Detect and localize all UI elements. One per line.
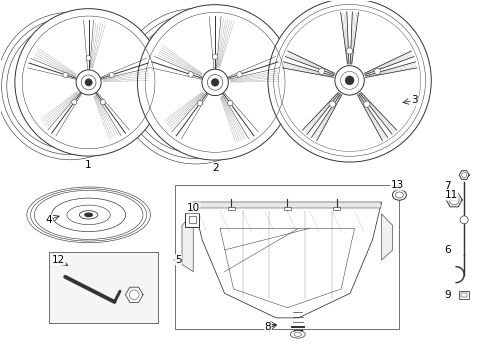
Circle shape [346, 48, 352, 54]
Ellipse shape [290, 331, 305, 338]
Circle shape [137, 5, 292, 160]
Text: 12: 12 [52, 255, 65, 265]
Text: 5: 5 [175, 255, 181, 265]
Circle shape [63, 72, 68, 77]
Text: 2: 2 [211, 163, 218, 173]
Bar [284, 207, 290, 210]
Text: 4: 4 [45, 215, 52, 225]
Bar [188, 216, 195, 223]
Circle shape [363, 101, 369, 107]
Text: 7: 7 [443, 181, 449, 191]
Circle shape [15, 9, 162, 156]
Circle shape [85, 79, 92, 86]
Bar [227, 207, 234, 210]
Circle shape [345, 76, 353, 85]
Circle shape [328, 101, 335, 107]
Circle shape [211, 78, 219, 86]
Circle shape [236, 72, 242, 77]
Circle shape [202, 69, 228, 96]
Bar [49, 252, 158, 323]
Polygon shape [381, 214, 392, 260]
Text: 9: 9 [443, 289, 449, 300]
Circle shape [334, 66, 364, 95]
Bar [458, 291, 468, 298]
Circle shape [267, 0, 430, 162]
Circle shape [109, 72, 114, 77]
Polygon shape [446, 193, 461, 207]
Circle shape [227, 100, 232, 106]
Circle shape [187, 72, 193, 77]
Circle shape [100, 99, 105, 105]
Text: 13: 13 [390, 180, 403, 190]
Circle shape [212, 54, 217, 59]
Ellipse shape [51, 198, 125, 231]
Text: 11: 11 [444, 190, 457, 200]
Circle shape [459, 216, 467, 224]
Circle shape [76, 70, 101, 95]
Bar [185, 213, 199, 227]
Ellipse shape [85, 213, 92, 216]
Bar [193, 202, 381, 208]
Bar [333, 207, 339, 210]
Circle shape [318, 68, 324, 75]
Polygon shape [125, 287, 142, 302]
Text: 10: 10 [186, 203, 200, 213]
Ellipse shape [392, 190, 406, 200]
Polygon shape [193, 202, 381, 318]
Polygon shape [182, 214, 193, 272]
Circle shape [86, 55, 91, 60]
Polygon shape [458, 171, 468, 179]
Text: 6: 6 [443, 245, 449, 255]
Circle shape [374, 68, 380, 75]
Bar [460, 293, 466, 297]
Bar [175, 185, 399, 329]
Circle shape [72, 99, 77, 105]
Circle shape [197, 100, 203, 106]
Text: 8: 8 [264, 323, 271, 332]
Text: 1: 1 [85, 160, 92, 170]
Text: 3: 3 [410, 95, 417, 105]
